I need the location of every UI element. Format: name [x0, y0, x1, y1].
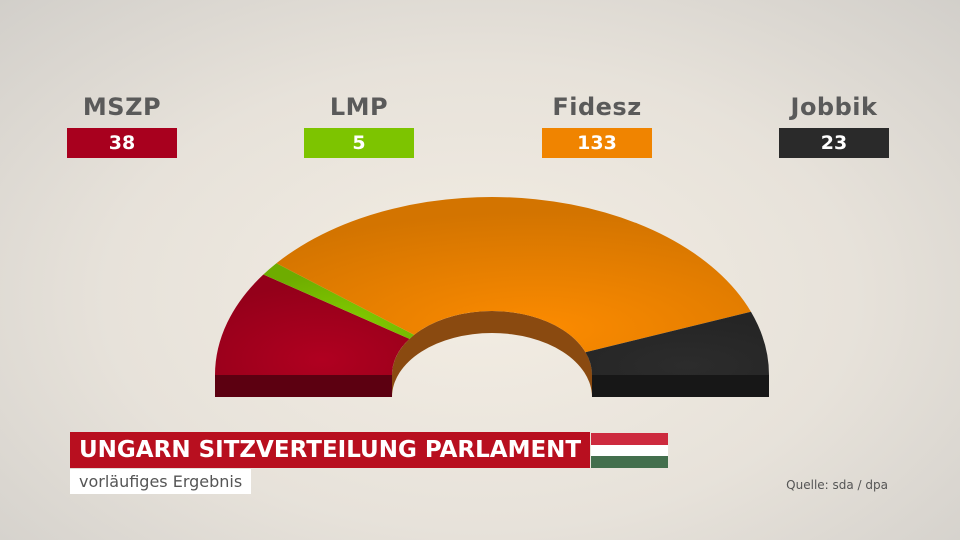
flag-stripe-red: [591, 433, 668, 445]
legend-jobbik: Jobbik 23: [779, 92, 889, 158]
legend-label-lmp: LMP: [329, 93, 389, 121]
legend-value-mszp: 38: [67, 128, 177, 158]
legend-value-fidesz: 133: [542, 128, 652, 158]
chart-segment-mszp: [215, 274, 410, 397]
legend-fidesz: Fidesz 133: [542, 92, 652, 158]
chart-segment-side-mszp: [215, 375, 392, 397]
legend-label-jobbik: Jobbik: [790, 93, 878, 121]
legend-label-fidesz: Fidesz: [552, 93, 642, 121]
hungary-flag-icon: [591, 433, 668, 468]
legend-value-jobbik: 23: [779, 128, 889, 158]
chart-subtitle: vorläufiges Ergebnis: [70, 469, 252, 494]
chart-title: UNGARN SITZVERTEILUNG PARLAMENT: [70, 432, 591, 468]
legend-value-lmp: 5: [304, 128, 414, 158]
flag-stripe-green: [591, 456, 668, 468]
chart-segment-lmp: [263, 263, 415, 339]
legend-lmp: LMP 5: [304, 92, 414, 158]
chart-segment-top-mszp: [215, 274, 410, 375]
chart-segment-top-jobbik: [585, 311, 769, 375]
flag-stripe-white: [591, 444, 668, 457]
chart-segment-side-jobbik: [592, 375, 769, 397]
legend-mszp: MSZP 38: [67, 92, 177, 158]
chart-inner-wall: [392, 311, 592, 397]
chart-segment-jobbik: [585, 311, 769, 397]
chart-segment-fidesz: [276, 197, 751, 353]
chart-segment-top-fidesz: [276, 197, 751, 353]
chart-segment-top-lmp: [263, 263, 415, 339]
legend-label-mszp: MSZP: [82, 93, 162, 121]
source-note: Quelle: sda / dpa: [786, 478, 888, 492]
